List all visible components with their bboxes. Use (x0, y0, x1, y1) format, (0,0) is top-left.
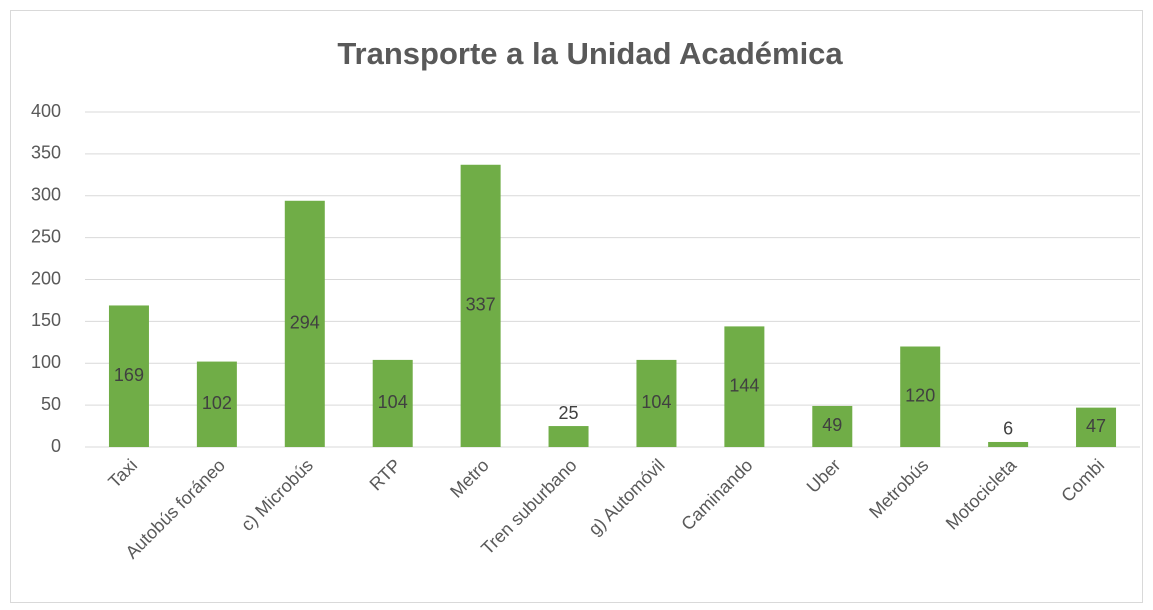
y-tick-label: 50 (41, 394, 61, 414)
y-tick-label: 200 (31, 268, 61, 288)
chart-border (10, 10, 1143, 603)
bar (460, 164, 501, 447)
data-label: 120 (905, 386, 935, 406)
bar (1076, 407, 1117, 447)
data-label: 104 (378, 392, 408, 412)
data-label: 144 (729, 375, 759, 395)
data-label: 102 (202, 393, 232, 413)
y-tick-label: 300 (31, 185, 61, 205)
bar (724, 326, 765, 447)
bar (372, 359, 413, 447)
bar (108, 305, 149, 447)
chart-title: Transporte a la Unidad Académica (337, 36, 843, 71)
y-tick-label: 0 (51, 436, 61, 456)
bar (284, 200, 325, 447)
y-tick-label: 350 (31, 143, 61, 163)
data-label: 6 (1003, 419, 1013, 439)
data-label: 104 (641, 392, 671, 412)
bar (196, 361, 237, 447)
y-tick-label: 150 (31, 310, 61, 330)
bar (548, 426, 589, 447)
bar (900, 346, 941, 447)
data-label: 169 (114, 365, 144, 385)
bar (812, 405, 853, 447)
data-label: 25 (559, 403, 579, 423)
bar (988, 441, 1029, 447)
data-label: 337 (466, 295, 496, 315)
bar (636, 359, 677, 447)
data-label: 47 (1086, 416, 1106, 436)
y-tick-label: 250 (31, 226, 61, 246)
data-label: 294 (290, 313, 320, 333)
y-tick-label: 400 (31, 101, 61, 121)
y-tick-label: 100 (31, 352, 61, 372)
data-label: 49 (822, 415, 842, 435)
